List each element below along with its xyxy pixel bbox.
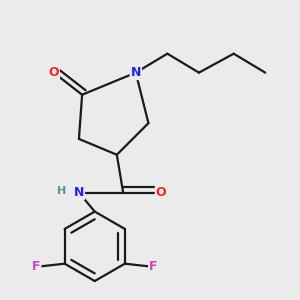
Text: F: F bbox=[32, 260, 41, 273]
Text: F: F bbox=[149, 260, 158, 273]
Text: O: O bbox=[48, 66, 59, 79]
Text: H: H bbox=[57, 186, 66, 196]
Text: O: O bbox=[156, 186, 167, 199]
Text: N: N bbox=[74, 186, 84, 199]
Text: N: N bbox=[130, 66, 141, 79]
